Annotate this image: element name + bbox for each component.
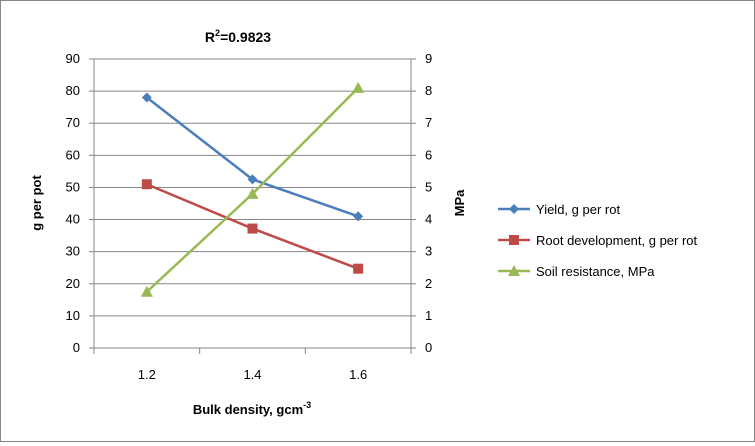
- left-tick-label: 90: [66, 51, 80, 66]
- left-tick-label: 30: [66, 244, 80, 259]
- data-point: [353, 211, 364, 222]
- right-tick-label: 3: [425, 244, 432, 259]
- left-tick-label: 20: [66, 276, 80, 291]
- legend-label: Yield, g per rot: [536, 202, 620, 217]
- left-tick-label: 70: [66, 115, 80, 130]
- y-axis-left-title: g per pot: [29, 175, 44, 231]
- left-tick-label: 10: [66, 308, 80, 323]
- axes: [89, 58, 416, 354]
- x-tick-label: 1.2: [138, 367, 156, 382]
- data-point: [141, 92, 152, 103]
- x-axis-tick-labels: 1.2 1.4 1.6: [138, 367, 367, 382]
- right-tick-label: 2: [425, 276, 432, 291]
- x-axis-title: Bulk density, gcm-3: [193, 400, 311, 417]
- data-point: [352, 81, 365, 93]
- right-tick-label: 0: [425, 340, 432, 355]
- left-tick-label: 50: [66, 179, 80, 194]
- right-axis-tick-labels: 0 1 2 3 4 5 6 7 8 9: [425, 51, 432, 355]
- legend: Yield, g per rot Root development, g per …: [498, 202, 698, 279]
- gridlines: [94, 58, 411, 349]
- legend-label: Soil resistance, MPa: [536, 264, 655, 279]
- x-tick-label: 1.4: [243, 367, 261, 382]
- y-axis-right-title: MPa: [452, 189, 467, 217]
- left-tick-label: 0: [73, 340, 80, 355]
- legend-entry: Yield, g per rot: [498, 202, 620, 217]
- right-tick-label: 4: [425, 212, 432, 227]
- legend-entry: Root development, g per rot: [498, 233, 698, 248]
- series-diamond: [141, 92, 364, 222]
- data-point: [353, 263, 364, 274]
- left-tick-label: 40: [66, 212, 80, 227]
- data-point: [247, 223, 258, 234]
- data-point: [247, 174, 258, 185]
- chart-title: R2=0.9823: [205, 28, 271, 45]
- right-tick-label: 9: [425, 51, 432, 66]
- right-tick-label: 5: [425, 179, 432, 194]
- left-tick-label: 80: [66, 83, 80, 98]
- legend-entry: Soil resistance, MPa: [498, 264, 655, 279]
- legend-label: Root development, g per rot: [536, 233, 698, 248]
- x-tick-label: 1.6: [349, 367, 367, 382]
- data-point: [246, 187, 259, 199]
- right-tick-label: 8: [425, 83, 432, 98]
- left-tick-label: 60: [66, 147, 80, 162]
- series-layer: [140, 81, 365, 297]
- series-square: [141, 179, 364, 274]
- data-point: [141, 179, 152, 190]
- legend-marker: [509, 235, 519, 245]
- legend-marker: [509, 204, 519, 214]
- right-tick-label: 6: [425, 147, 432, 162]
- left-axis-tick-labels: 0 10 20 30 40 50 60 70 80 90: [66, 51, 80, 355]
- right-tick-label: 1: [425, 308, 432, 323]
- data-point: [140, 285, 153, 297]
- right-tick-label: 7: [425, 115, 432, 130]
- series-triangle: [140, 81, 365, 297]
- legend-marker: [508, 265, 520, 276]
